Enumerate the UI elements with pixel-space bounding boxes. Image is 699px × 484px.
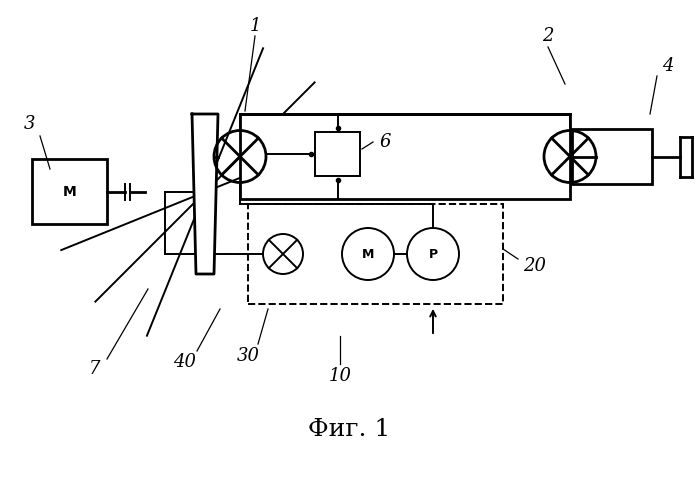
Text: 4: 4 <box>662 57 674 75</box>
Text: 3: 3 <box>24 115 36 133</box>
Polygon shape <box>192 114 218 274</box>
Text: 30: 30 <box>236 347 259 365</box>
Text: 40: 40 <box>173 353 196 371</box>
Text: P: P <box>428 247 438 260</box>
Bar <box>315 132 360 176</box>
Circle shape <box>407 228 459 280</box>
Bar <box>240 114 570 199</box>
Text: 20: 20 <box>524 257 547 275</box>
Bar <box>32 159 107 224</box>
Bar <box>248 204 503 304</box>
Text: Фиг. 1: Фиг. 1 <box>308 418 390 440</box>
Text: 1: 1 <box>250 17 261 35</box>
Text: M: M <box>362 247 374 260</box>
Bar <box>572 129 652 184</box>
Text: 10: 10 <box>329 367 352 385</box>
Circle shape <box>342 228 394 280</box>
Text: 2: 2 <box>542 27 554 45</box>
Text: 7: 7 <box>89 360 101 378</box>
Text: M: M <box>63 184 76 198</box>
Text: 6: 6 <box>380 133 391 151</box>
